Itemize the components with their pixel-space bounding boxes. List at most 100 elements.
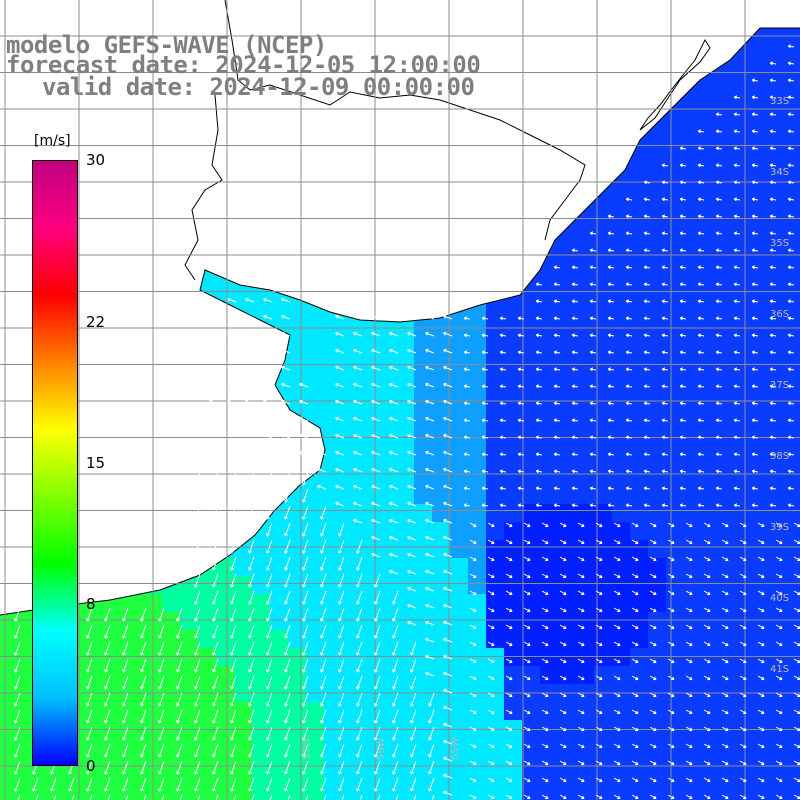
- wind-arrow: [505, 607, 513, 613]
- wind-speed-cell: [126, 666, 144, 684]
- wind-arrow: [230, 760, 237, 775]
- wind-speed-cell: [774, 270, 792, 288]
- wind-speed-cell: [558, 630, 576, 648]
- wind-arrow: [443, 416, 453, 422]
- wind-speed-cell: [324, 666, 342, 684]
- wind-speed-cell: [630, 306, 648, 324]
- wind-speed-cell: [306, 738, 324, 756]
- wind-arrow: [625, 248, 633, 253]
- wind-arrow: [302, 590, 309, 605]
- wind-arrow: [338, 777, 345, 792]
- wind-arrow: [443, 620, 453, 626]
- wind-arrow: [571, 418, 579, 423]
- wind-arrow: [571, 282, 579, 287]
- wind-speed-cell: [738, 576, 756, 594]
- wind-speed-cell: [252, 576, 270, 594]
- wind-arrow: [679, 231, 687, 236]
- wind-speed-cell: [684, 594, 702, 612]
- wind-arrow: [769, 146, 777, 151]
- wind-arrow: [469, 675, 477, 681]
- wind-arrow: [487, 709, 495, 715]
- wind-speed-cell: [792, 468, 800, 486]
- wind-arrow: [733, 486, 741, 491]
- wind-arrow: [757, 675, 765, 681]
- wind-arrow: [787, 350, 795, 355]
- wind-arrow: [739, 777, 747, 783]
- wind-arrow: [649, 794, 657, 800]
- wind-speed-cell: [396, 378, 414, 396]
- wind-speed-cell: [666, 738, 684, 756]
- wind-arrow: [733, 401, 741, 406]
- wind-arrow: [371, 365, 381, 371]
- wind-arrow: [685, 760, 693, 766]
- wind-arrow: [371, 467, 381, 473]
- wind-arrow: [389, 535, 399, 541]
- wind-speed-cell: [486, 558, 504, 576]
- wind-arrow: [281, 433, 291, 439]
- wind-arrow: [697, 350, 705, 355]
- colorbar-unit: [m/s]: [34, 133, 71, 149]
- wind-arrow: [715, 180, 723, 185]
- wind-arrow: [559, 743, 567, 749]
- wind-speed-cell: [594, 198, 612, 216]
- wind-arrow: [769, 316, 777, 321]
- wind-speed-cell: [468, 432, 486, 450]
- wind-arrow: [212, 692, 219, 707]
- wind-speed-cell: [324, 792, 342, 800]
- wind-arrow: [757, 794, 765, 800]
- wind-arrow: [410, 743, 417, 758]
- wind-arrow: [335, 416, 345, 422]
- wind-speed-cell: [720, 324, 738, 342]
- wind-arrow: [212, 590, 219, 605]
- wind-speed-cell: [612, 306, 630, 324]
- wind-speed-cell: [576, 396, 594, 414]
- wind-arrow: [269, 794, 273, 800]
- wind-speed-cell: [576, 486, 594, 504]
- wind-speed-cell: [342, 450, 360, 468]
- wind-arrow: [176, 709, 183, 724]
- wind-arrow: [541, 743, 549, 749]
- wind-arrow: [463, 401, 471, 406]
- wind-speed-cell: [486, 306, 504, 324]
- wind-speed-cell: [288, 576, 306, 594]
- wind-speed-cell: [36, 792, 54, 800]
- wind-arrow: [787, 367, 795, 372]
- wind-arrow: [443, 552, 453, 558]
- wind-arrow: [667, 624, 675, 630]
- wind-arrow: [338, 641, 345, 656]
- wind-arrow: [176, 760, 183, 775]
- wind-arrow: [122, 607, 129, 622]
- wind-speed-cell: [396, 666, 414, 684]
- wind-arrow: [649, 522, 657, 528]
- wind-arrow: [703, 539, 711, 545]
- wind-arrow: [739, 573, 747, 579]
- wind-speed-cell: [558, 414, 576, 432]
- wind-arrow: [577, 794, 585, 800]
- wind-arrow: [266, 607, 273, 622]
- wind-arrow: [302, 709, 309, 724]
- wind-speed-cell: [450, 468, 468, 486]
- wind-speed-cell: [666, 198, 684, 216]
- wind-arrow: [481, 367, 489, 372]
- wind-speed-cell: [540, 450, 558, 468]
- wind-speed-cell: [594, 738, 612, 756]
- wind-speed-cell: [720, 342, 738, 360]
- wind-arrow: [661, 503, 669, 508]
- wind-arrow: [374, 573, 381, 588]
- wind-speed-cell: [648, 396, 666, 414]
- wind-arrow: [505, 709, 513, 715]
- wind-speed-cell: [720, 468, 738, 486]
- wind-speed-cell: [756, 630, 774, 648]
- wind-speed-cell: [504, 594, 522, 612]
- wind-arrow: [703, 726, 711, 732]
- wind-speed-cell: [792, 108, 800, 126]
- wind-speed-cell: [198, 576, 216, 594]
- wind-arrow: [212, 641, 219, 656]
- wind-arrow: [697, 418, 705, 423]
- wind-speed-cell: [468, 738, 486, 756]
- wind-arrow: [769, 231, 777, 236]
- wind-speed-cell: [504, 486, 522, 504]
- wind-arrow: [787, 469, 795, 474]
- wind-arrow: [194, 437, 201, 452]
